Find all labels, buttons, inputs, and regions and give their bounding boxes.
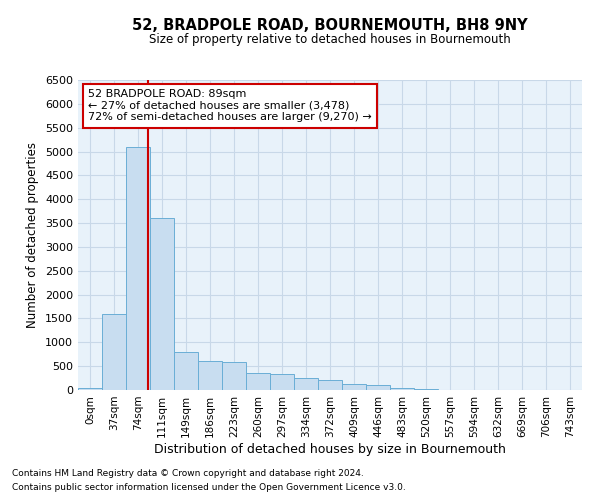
Text: Size of property relative to detached houses in Bournemouth: Size of property relative to detached ho… xyxy=(149,32,511,46)
Text: Contains HM Land Registry data © Crown copyright and database right 2024.: Contains HM Land Registry data © Crown c… xyxy=(12,468,364,477)
Bar xyxy=(78,388,102,390)
Bar xyxy=(270,374,294,390)
Bar xyxy=(318,380,342,390)
Text: 52 BRADPOLE ROAD: 89sqm
← 27% of detached houses are smaller (3,478)
72% of semi: 52 BRADPOLE ROAD: 89sqm ← 27% of detache… xyxy=(88,90,372,122)
Text: 52, BRADPOLE ROAD, BOURNEMOUTH, BH8 9NY: 52, BRADPOLE ROAD, BOURNEMOUTH, BH8 9NY xyxy=(132,18,528,32)
Bar xyxy=(414,388,438,390)
Bar xyxy=(102,314,126,390)
Bar xyxy=(246,374,270,390)
Bar xyxy=(390,388,414,390)
Bar xyxy=(174,352,198,390)
Bar xyxy=(366,385,390,390)
X-axis label: Distribution of detached houses by size in Bournemouth: Distribution of detached houses by size … xyxy=(154,442,506,456)
Text: Contains public sector information licensed under the Open Government Licence v3: Contains public sector information licen… xyxy=(12,484,406,492)
Bar xyxy=(222,362,246,390)
Bar xyxy=(294,378,318,390)
Bar xyxy=(126,147,150,390)
Bar xyxy=(198,362,222,390)
Y-axis label: Number of detached properties: Number of detached properties xyxy=(26,142,40,328)
Bar xyxy=(342,384,366,390)
Bar xyxy=(150,218,174,390)
